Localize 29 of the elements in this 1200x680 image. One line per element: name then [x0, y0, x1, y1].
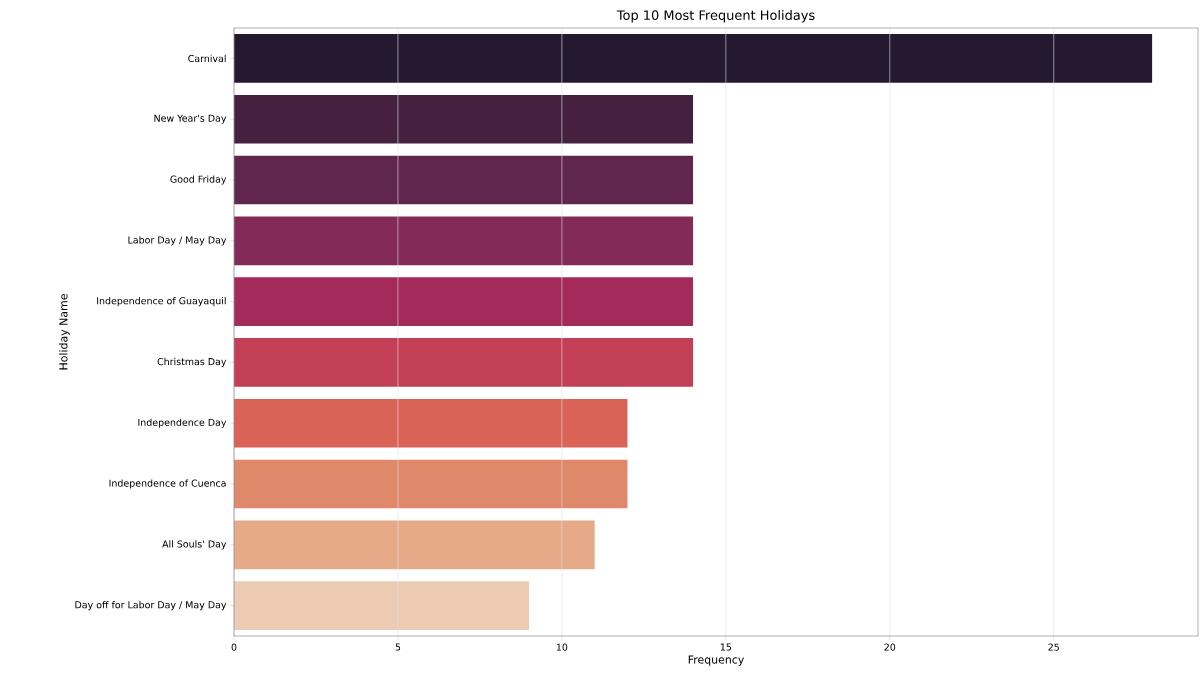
x-axis-title: Frequency [688, 655, 744, 666]
y-axis-title: Holiday Name [59, 294, 70, 370]
x-tick-label: 25 [1048, 643, 1059, 651]
bar [234, 581, 530, 630]
bar [234, 34, 1153, 83]
bar [234, 277, 694, 326]
y-tick-label: Labor Day / May Day [128, 236, 227, 246]
y-tick-label: New Year's Day [154, 114, 227, 124]
bar [234, 155, 694, 205]
y-tick-label: Christmas Day [157, 357, 227, 367]
y-tick-label: Good Friday [170, 175, 227, 185]
bar [234, 338, 694, 387]
bar [234, 216, 694, 266]
x-tick-label: 0 [231, 643, 237, 651]
y-tick-label: All Souls' Day [162, 540, 227, 550]
y-tick-label: Independence of Guayaquil [97, 297, 226, 307]
y-tick-label: Independence of Cuenca [109, 479, 226, 489]
chart-title: Top 10 Most Frequent Holidays [616, 9, 815, 23]
bar [234, 94, 694, 144]
x-tick-label: 15 [720, 643, 732, 651]
y-tick-label: Day off for Labor Day / May Day [75, 601, 227, 611]
bar [234, 520, 595, 570]
x-tick-label: 5 [395, 643, 401, 651]
x-tick-label: 10 [556, 643, 568, 651]
bar [234, 398, 628, 448]
x-tick-label: 20 [884, 643, 896, 651]
bar [234, 459, 628, 509]
y-tick-label: Independence Day [138, 418, 227, 428]
y-tick-label: Carnival [188, 54, 226, 63]
